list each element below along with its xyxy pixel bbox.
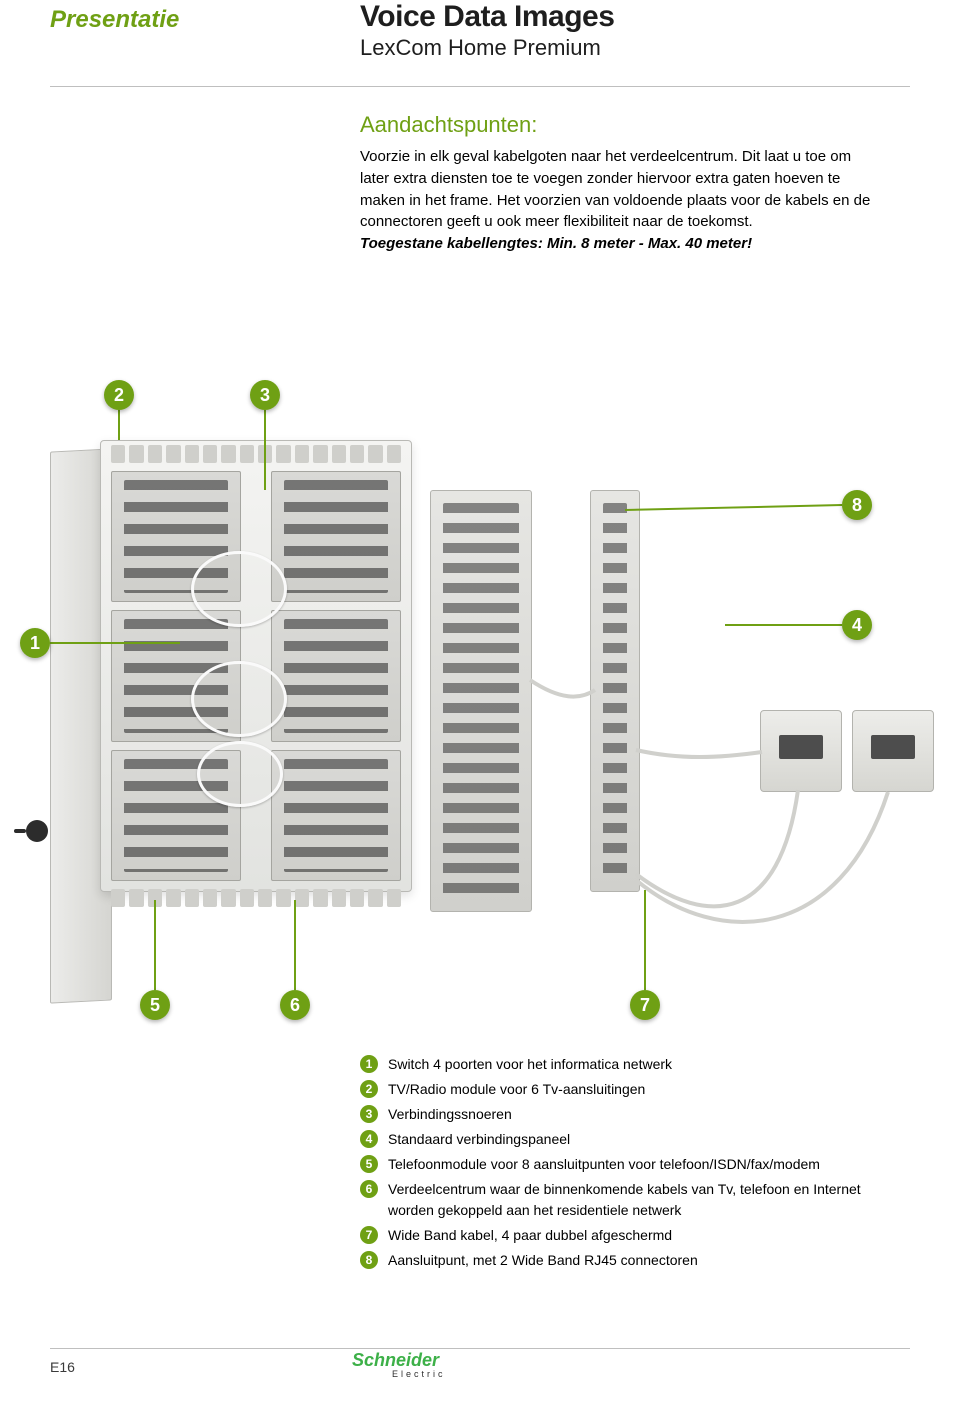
legend-row: 7 Wide Band kabel, 4 paar dubbel afgesche…	[360, 1225, 900, 1246]
patch-cord	[191, 661, 287, 737]
module-ports	[603, 503, 627, 879]
page-subtitle: LexCom Home Premium	[360, 35, 614, 61]
diagram-legend: 1 Switch 4 poorten voor het informatica n…	[360, 1054, 900, 1275]
patch-panel	[590, 490, 640, 892]
legend-text: Telefoonmodule voor 8 aansluitpunten voo…	[388, 1154, 900, 1175]
intro-emphasis: Toegestane kabellengtes: Min. 8 meter - …	[360, 235, 752, 252]
legend-bullet-3: 3	[360, 1105, 378, 1123]
legend-row: 8 Aansluitpunt, met 2 Wide Band RJ45 conn…	[360, 1250, 900, 1271]
legend-text: Switch 4 poorten voor het informatica ne…	[388, 1054, 900, 1075]
intro-block: Aandachtspunten: Voorzie in elk geval ka…	[360, 112, 880, 255]
bottom-divider	[50, 1348, 910, 1349]
footer-logo: Schneider Electric	[352, 1350, 446, 1379]
legend-text: Standaard verbindingspaneel	[388, 1129, 900, 1150]
patch-cord	[191, 551, 287, 627]
module-block	[271, 471, 401, 602]
module-block	[271, 750, 401, 881]
footer-logo-main: Schneider	[352, 1350, 439, 1370]
callout-7: 7	[630, 990, 660, 1020]
legend-bullet-6: 6	[360, 1180, 378, 1198]
footer-logo-sub: Electric	[392, 1369, 446, 1379]
distribution-cabinet	[100, 440, 412, 892]
legend-bullet-2: 2	[360, 1080, 378, 1098]
intro-paragraph: Voorzie in elk geval kabelgoten naar het…	[360, 146, 880, 255]
legend-text: Verdeelcentrum waar de binnenkomende kab…	[388, 1179, 900, 1221]
callout-3: 3	[250, 380, 280, 410]
callout-1: 1	[20, 628, 50, 658]
page-title: Voice Data Images	[360, 0, 614, 33]
page: Presentatie Voice Data Images LexCom Hom…	[0, 0, 960, 1405]
legend-row: 3 Verbindingssnoeren	[360, 1104, 900, 1125]
module-ports	[443, 503, 519, 899]
page-number: E16	[50, 1359, 75, 1375]
legend-row: 1 Switch 4 poorten voor het informatica n…	[360, 1054, 900, 1075]
callout-5: 5	[140, 990, 170, 1020]
top-divider	[50, 86, 910, 87]
intro-text: Voorzie in elk geval kabelgoten naar het…	[360, 148, 870, 230]
module-block	[271, 610, 401, 741]
intro-heading: Aandachtspunten:	[360, 112, 880, 138]
legend-bullet-1: 1	[360, 1055, 378, 1073]
legend-row: 2 TV/Radio module voor 6 Tv-aansluitingen	[360, 1079, 900, 1100]
legend-row: 6 Verdeelcentrum waar de binnenkomende ka…	[360, 1179, 900, 1221]
legend-bullet-4: 4	[360, 1130, 378, 1148]
cabinet-vent-bottom	[101, 885, 411, 911]
legend-text: TV/Radio module voor 6 Tv-aansluitingen	[388, 1079, 900, 1100]
module-panel	[430, 490, 532, 912]
legend-text: Wide Band kabel, 4 paar dubbel afgescher…	[388, 1225, 900, 1246]
callout-8: 8	[842, 490, 872, 520]
wall-outlet	[852, 710, 934, 792]
patch-cord	[197, 741, 283, 807]
wall-outlet	[760, 710, 842, 792]
legend-text: Aansluitpunt, met 2 Wide Band RJ45 conne…	[388, 1250, 900, 1271]
header-right: Voice Data Images LexCom Home Premium	[360, 0, 614, 61]
legend-row: 5 Telefoonmodule voor 8 aansluitpunten vo…	[360, 1154, 900, 1175]
cabinet-column-right	[271, 471, 401, 881]
legend-text: Verbindingssnoeren	[388, 1104, 900, 1125]
cabinet-lock-icon	[26, 820, 48, 842]
callout-4: 4	[842, 610, 872, 640]
legend-bullet-5: 5	[360, 1155, 378, 1173]
product-diagram: 1 2 3 4 5 6 7 8	[20, 380, 940, 1030]
legend-bullet-7: 7	[360, 1226, 378, 1244]
legend-row: 4 Standaard verbindingspaneel	[360, 1129, 900, 1150]
callout-2: 2	[104, 380, 134, 410]
section-label: Presentatie	[50, 6, 179, 34]
callout-6: 6	[280, 990, 310, 1020]
cabinet-vent-top	[101, 441, 411, 467]
legend-bullet-8: 8	[360, 1251, 378, 1269]
